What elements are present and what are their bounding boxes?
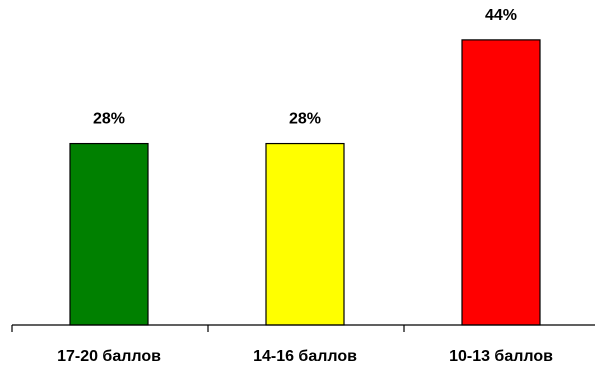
value-label: 28% bbox=[93, 111, 125, 128]
category-label: 17-20 баллов bbox=[57, 348, 161, 365]
bars-group bbox=[69, 39, 541, 326]
bar bbox=[461, 39, 541, 326]
bar bbox=[265, 142, 345, 326]
value-label: 44% bbox=[485, 7, 517, 24]
category-label: 10-13 баллов bbox=[449, 348, 553, 365]
category-labels-group: 17-20 баллов 14-16 баллов 10-13 баллов bbox=[57, 348, 553, 365]
x-axis-ticks bbox=[11, 325, 405, 332]
bar bbox=[69, 142, 149, 326]
value-label: 28% bbox=[289, 111, 321, 128]
value-labels-group: 28% 28% 44% bbox=[93, 7, 517, 128]
category-label: 14-16 баллов bbox=[253, 348, 357, 365]
